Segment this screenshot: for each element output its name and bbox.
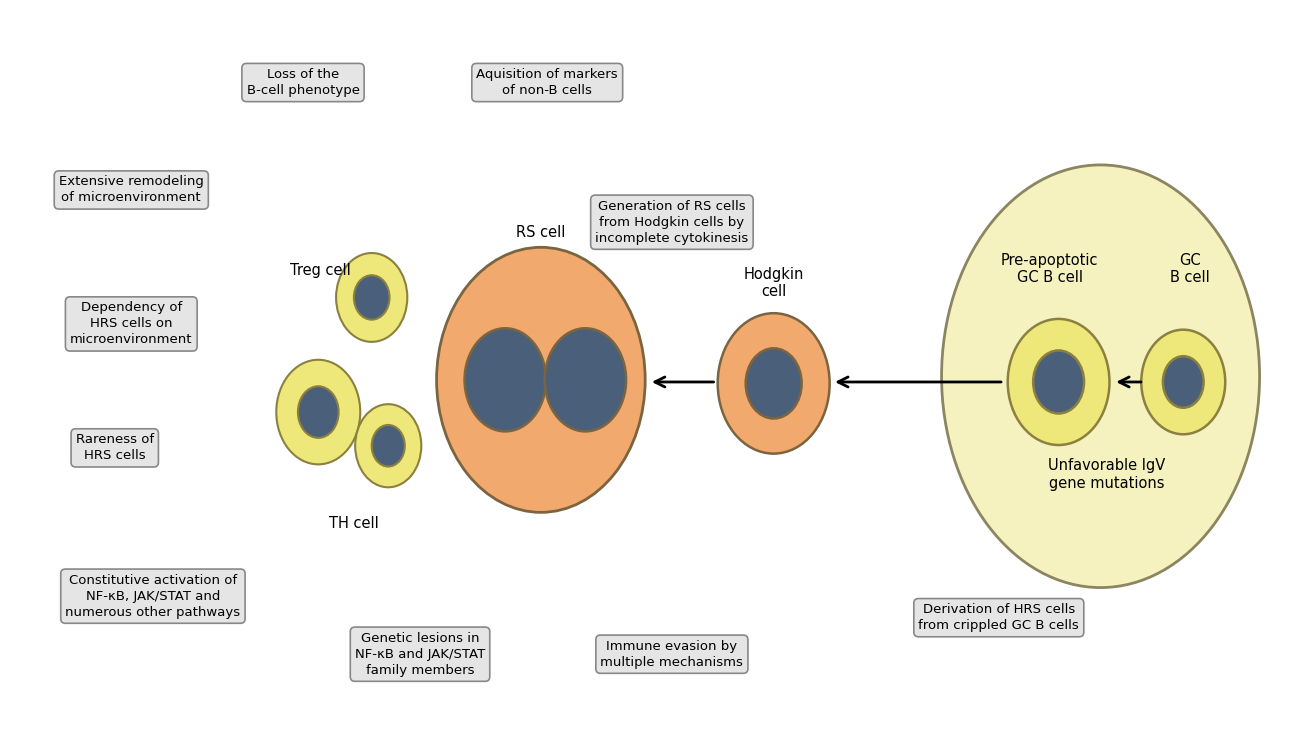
Text: Immune evasion by
multiple mechanisms: Immune evasion by multiple mechanisms xyxy=(601,640,744,669)
Text: Rareness of
HRS cells: Rareness of HRS cells xyxy=(75,433,153,463)
Text: Treg cell: Treg cell xyxy=(291,262,350,278)
Text: Extensive remodeling
of microenvironment: Extensive remodeling of microenvironment xyxy=(58,175,204,205)
Text: Dependency of
HRS cells on
microenvironment: Dependency of HRS cells on microenvironm… xyxy=(70,301,192,346)
Text: TH cell: TH cell xyxy=(328,515,379,531)
Text: Derivation of HRS cells
from crippled GC B cells: Derivation of HRS cells from crippled GC… xyxy=(919,603,1079,632)
Ellipse shape xyxy=(1141,330,1225,434)
Text: Genetic lesions in
NF-κB and JAK/STAT
family members: Genetic lesions in NF-κB and JAK/STAT fa… xyxy=(354,632,485,677)
Ellipse shape xyxy=(1033,350,1084,414)
Ellipse shape xyxy=(465,328,546,431)
Ellipse shape xyxy=(276,360,361,464)
Ellipse shape xyxy=(718,313,829,454)
Ellipse shape xyxy=(336,253,408,342)
Ellipse shape xyxy=(1007,319,1110,445)
Ellipse shape xyxy=(356,404,422,488)
Ellipse shape xyxy=(745,348,802,419)
Ellipse shape xyxy=(545,328,626,431)
Ellipse shape xyxy=(299,386,339,438)
Text: Loss of the
B-cell phenotype: Loss of the B-cell phenotype xyxy=(247,68,360,97)
Ellipse shape xyxy=(354,276,389,319)
Text: Pre-apoptotic
GC B cell: Pre-apoptotic GC B cell xyxy=(1001,253,1098,285)
Text: Hodgkin
cell: Hodgkin cell xyxy=(744,267,803,299)
Ellipse shape xyxy=(436,247,645,512)
Text: GC
B cell: GC B cell xyxy=(1169,253,1210,285)
Text: Constitutive activation of
NF-κB, JAK/STAT and
numerous other pathways: Constitutive activation of NF-κB, JAK/ST… xyxy=(65,574,240,618)
Ellipse shape xyxy=(1163,356,1203,408)
Text: RS cell: RS cell xyxy=(517,225,566,240)
Text: Aquisition of markers
of non-B cells: Aquisition of markers of non-B cells xyxy=(476,68,618,97)
Ellipse shape xyxy=(941,165,1259,588)
Ellipse shape xyxy=(371,425,405,466)
Text: Generation of RS cells
from Hodgkin cells by
incomplete cytokinesis: Generation of RS cells from Hodgkin cell… xyxy=(596,200,749,245)
Text: Unfavorable IgV
gene mutations: Unfavorable IgV gene mutations xyxy=(1049,458,1166,491)
